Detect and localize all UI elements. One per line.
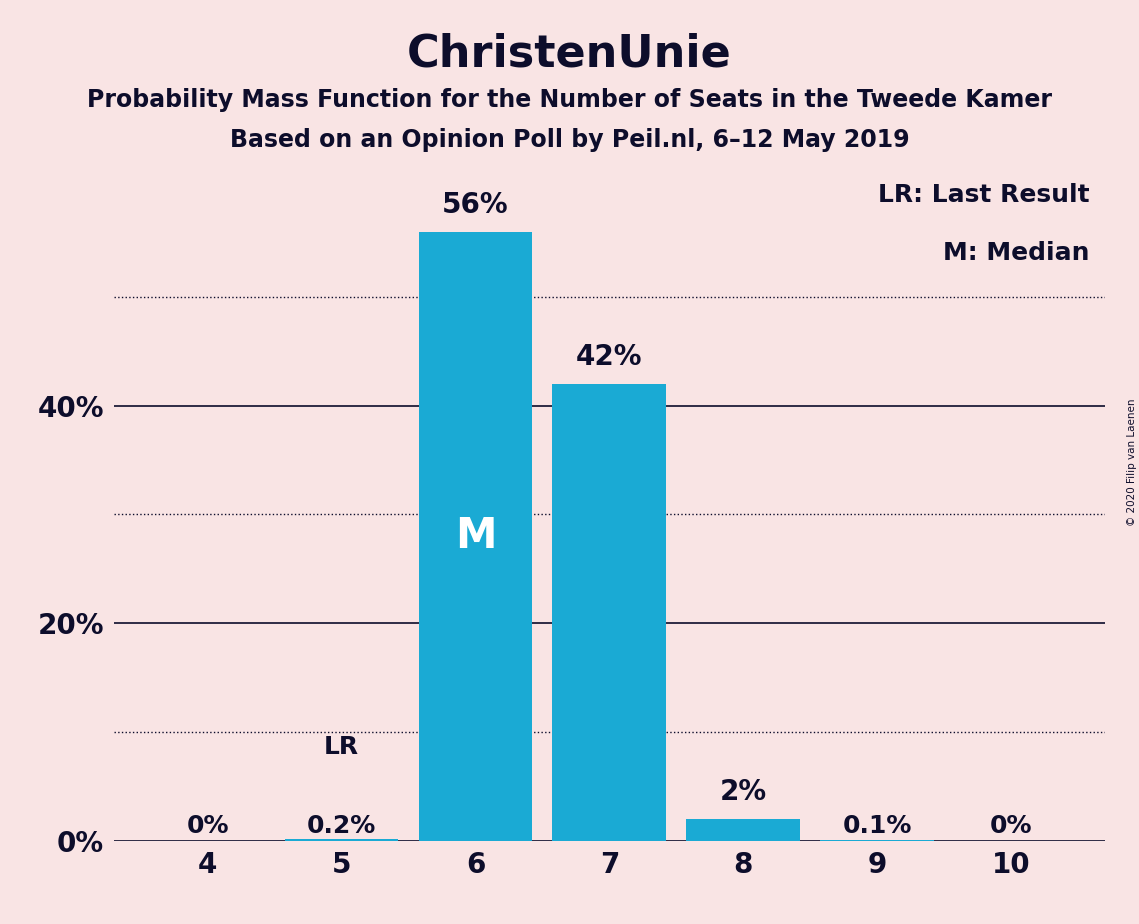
Text: LR: Last Result: LR: Last Result [878,183,1090,207]
Text: 0.1%: 0.1% [843,813,912,837]
Text: © 2020 Filip van Laenen: © 2020 Filip van Laenen [1126,398,1137,526]
Text: LR: LR [323,736,359,760]
Text: 0%: 0% [187,813,229,837]
Text: 0.2%: 0.2% [306,813,376,837]
Text: 0%: 0% [990,813,1032,837]
Text: ChristenUnie: ChristenUnie [407,32,732,76]
Bar [285,839,399,841]
Bar [418,232,532,841]
Text: Based on an Opinion Poll by Peil.nl, 6–12 May 2019: Based on an Opinion Poll by Peil.nl, 6–1… [230,128,909,152]
Text: M: M [454,516,497,557]
Text: Probability Mass Function for the Number of Seats in the Tweede Kamer: Probability Mass Function for the Number… [87,88,1052,112]
Bar [687,819,801,841]
Text: 2%: 2% [720,778,767,806]
Bar [820,840,934,841]
Text: M: Median: M: Median [943,240,1090,264]
Text: 56%: 56% [442,190,509,219]
Bar [552,383,666,841]
Text: 42%: 42% [576,343,642,371]
